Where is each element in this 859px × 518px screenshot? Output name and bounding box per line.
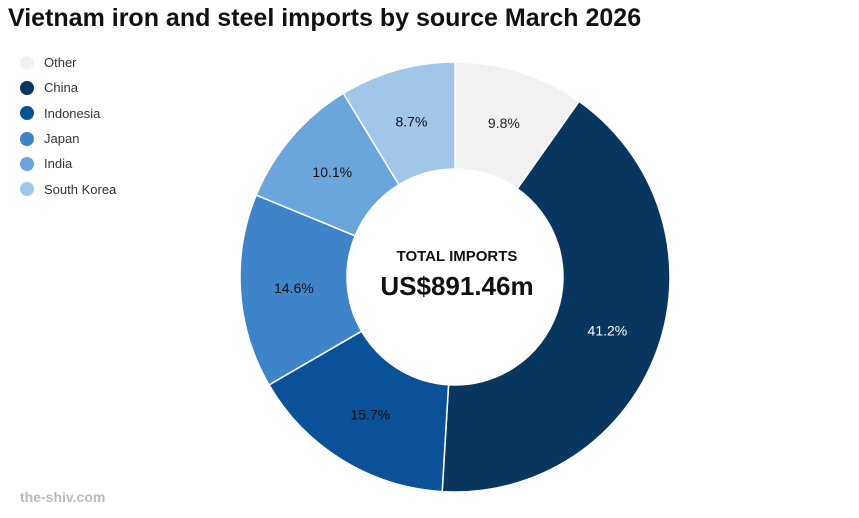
data-label: 14.6% <box>274 280 314 296</box>
data-label: 8.7% <box>395 113 427 129</box>
center-value: US$891.46m <box>380 271 533 301</box>
legend-swatch <box>20 55 34 70</box>
legend: Other China Indonesia Japan India South Korea <box>20 50 116 202</box>
source-watermark: the-shiv.com <box>20 489 106 505</box>
legend-label: Japan <box>44 131 80 147</box>
data-label: 41.2% <box>588 322 628 338</box>
legend-item[interactable]: Other <box>20 50 116 75</box>
data-label: 10.1% <box>312 164 352 180</box>
legend-item[interactable]: Indonesia <box>20 101 116 126</box>
slice-indonesia[interactable] <box>268 330 450 493</box>
data-label: 15.7% <box>350 406 390 422</box>
legend-label: Indonesia <box>44 105 101 121</box>
legend-swatch <box>20 131 34 146</box>
data-label: 9.8% <box>488 115 520 131</box>
legend-swatch <box>20 182 34 197</box>
legend-item[interactable]: India <box>20 151 116 176</box>
legend-item[interactable]: China <box>20 75 116 100</box>
legend-item[interactable]: South Korea <box>20 176 116 201</box>
legend-label: Other <box>44 55 77 71</box>
center-label: TOTAL IMPORTS <box>397 248 518 265</box>
legend-label: South Korea <box>44 181 117 197</box>
legend-swatch <box>20 80 34 95</box>
legend-label: India <box>44 156 73 172</box>
slice-japan[interactable] <box>239 194 363 386</box>
legend-swatch <box>20 156 34 171</box>
legend-item[interactable]: Japan <box>20 126 116 151</box>
slice-south-korea[interactable] <box>342 61 456 186</box>
legend-label: China <box>44 80 78 96</box>
chart-title: Vietnam iron and steel imports by source… <box>8 4 642 32</box>
legend-swatch <box>20 106 34 121</box>
slice-china[interactable] <box>441 100 671 493</box>
